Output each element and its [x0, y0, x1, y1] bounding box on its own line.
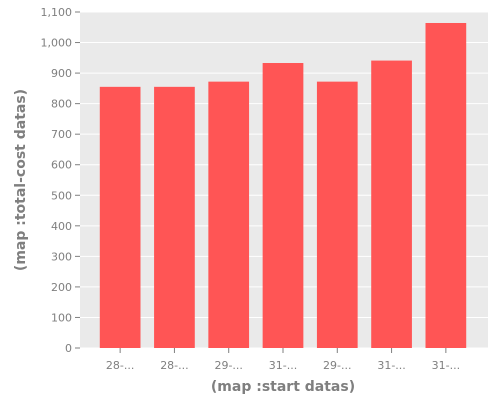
x-tick-label: 29-... — [323, 359, 351, 372]
bar — [99, 86, 141, 348]
y-tick-label: 500 — [51, 189, 72, 202]
y-tick-label: 600 — [51, 159, 72, 172]
y-axis-title: (map :total-cost datas) — [13, 89, 29, 271]
x-tick-label: 31-... — [269, 359, 297, 372]
x-tick-label: 28-... — [106, 359, 134, 372]
x-tick-label: 29-... — [214, 359, 242, 372]
y-axis-ticks: 0 100 200 300 400 500 600 700 800 900 1,000 1,100 — [41, 6, 80, 355]
y-tick-label: 900 — [51, 67, 72, 80]
bar — [262, 63, 304, 348]
bar — [371, 60, 412, 349]
y-tick-label: 300 — [51, 250, 72, 263]
y-tick-label: 800 — [51, 98, 72, 111]
bar — [425, 22, 467, 348]
y-tick-label: 400 — [51, 220, 72, 233]
x-axis-title: (map :start datas) — [211, 379, 355, 395]
x-tick-label: 31-... — [432, 359, 460, 372]
y-tick-label: 700 — [51, 128, 72, 141]
x-tick-label: 31-... — [377, 359, 405, 372]
bar — [316, 81, 358, 348]
x-axis-ticks: 28-... 28-... 29-... 31-... 29-... 31-... 31-.… — [106, 348, 460, 372]
y-tick-label: 100 — [51, 311, 72, 324]
x-tick-label: 28-... — [160, 359, 188, 372]
y-tick-label: 200 — [51, 281, 72, 294]
y-tick-label: 1,100 — [41, 6, 73, 19]
bars — [99, 22, 467, 349]
bar — [208, 81, 250, 348]
bar — [154, 86, 195, 348]
y-tick-label: 1,000 — [41, 37, 73, 50]
y-tick-label: 0 — [65, 342, 72, 355]
